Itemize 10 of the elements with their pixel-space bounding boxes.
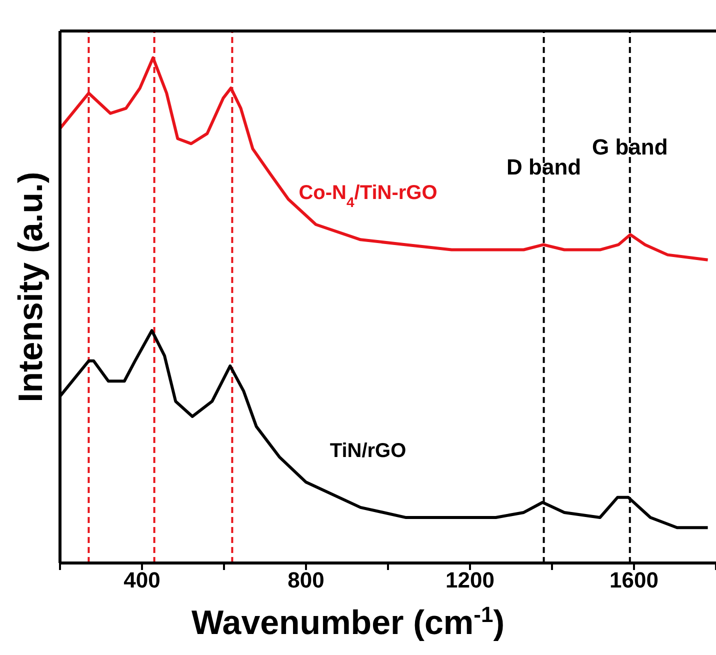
x-tick-label: 800 — [288, 568, 324, 593]
ref-line-label: D band — [506, 154, 582, 180]
ref-line-label: G band — [592, 134, 668, 160]
series-label: Co-N$_{4}$/TiN-rGO — [298, 182, 438, 210]
x-axis-title: Wavenumber (cm$^{-1}$) — [191, 602, 505, 642]
x-tick-label: 400 — [124, 568, 160, 593]
x-tick-label: 1600 — [610, 568, 658, 593]
y-axis-title: Intensity (a.u.) — [12, 172, 50, 402]
x-tick-label: 1200 — [446, 568, 494, 593]
series-label: TiN/rGO — [330, 440, 406, 462]
